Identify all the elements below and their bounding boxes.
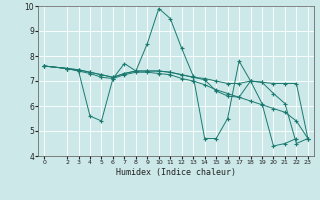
X-axis label: Humidex (Indice chaleur): Humidex (Indice chaleur) [116, 168, 236, 177]
